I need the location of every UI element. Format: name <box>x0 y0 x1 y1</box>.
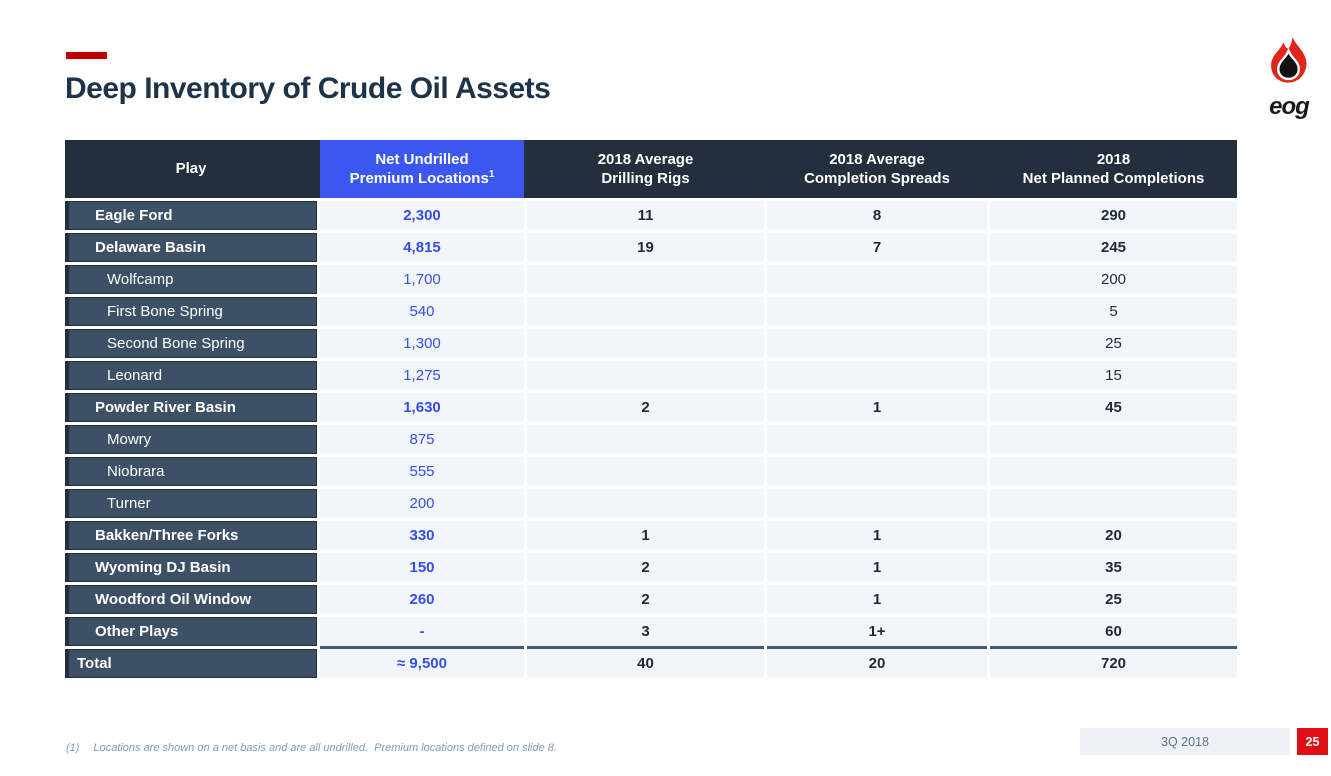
cell-net-planned-completions: 20 <box>990 521 1237 550</box>
cell-drilling-rigs: 2 <box>527 585 764 614</box>
cell-premium-locations: 150 <box>320 553 524 582</box>
cell-premium-locations: 540 <box>320 297 524 326</box>
row-label: Wyoming DJ Basin <box>65 553 317 582</box>
cell-net-planned-completions <box>990 425 1237 454</box>
cell-net-planned-completions: 720 <box>990 649 1237 678</box>
cell-completion-spreads: 1 <box>767 585 987 614</box>
cell-completion-spreads: 1 <box>767 521 987 550</box>
row-label: First Bone Spring <box>65 297 317 326</box>
cell-completion-spreads <box>767 265 987 294</box>
row-label: Turner <box>65 489 317 518</box>
cell-premium-locations: 555 <box>320 457 524 486</box>
cell-drilling-rigs: 11 <box>527 201 764 230</box>
cell-premium-locations: 875 <box>320 425 524 454</box>
column-header-drilling-rigs: 2018 Average Drilling Rigs <box>597 150 694 188</box>
cell-drilling-rigs <box>527 329 764 358</box>
cell-drilling-rigs: 19 <box>527 233 764 262</box>
footnote-superscript: 1 <box>488 169 495 180</box>
cell-drilling-rigs <box>527 425 764 454</box>
cell-premium-locations: ≈ 9,500 <box>320 649 524 678</box>
cell-completion-spreads: 8 <box>767 201 987 230</box>
column-header-play: Play <box>175 160 207 178</box>
table-header-row: Play Net Undrilled Premium Locations1 20… <box>65 140 1237 198</box>
table-body: Eagle Ford 2,300 11 8 290 Delaware Basin 4,815… <box>65 201 1237 678</box>
cell-drilling-rigs: 1 <box>527 521 764 550</box>
cell-drilling-rigs: 2 <box>527 553 764 582</box>
cell-premium-locations: 200 <box>320 489 524 518</box>
cell-net-planned-completions: 290 <box>990 201 1237 230</box>
row-label: Woodford Oil Window <box>65 585 317 614</box>
cell-premium-locations: 2,300 <box>320 201 524 230</box>
cell-drilling-rigs: 40 <box>527 649 764 678</box>
row-label: Other Plays <box>65 617 317 646</box>
page-title: Deep Inventory of Crude Oil Assets <box>65 72 551 105</box>
row-label: Leonard <box>65 361 317 390</box>
cell-completion-spreads <box>767 425 987 454</box>
cell-net-planned-completions: 5 <box>990 297 1237 326</box>
cell-completion-spreads <box>767 361 987 390</box>
page-number-badge: 25 <box>1297 728 1328 755</box>
cell-premium-locations: 330 <box>320 521 524 550</box>
cell-net-planned-completions <box>990 489 1237 518</box>
cell-completion-spreads <box>767 297 987 326</box>
row-label: Bakken/Three Forks <box>65 521 317 550</box>
cell-completion-spreads: 1 <box>767 393 987 422</box>
inventory-table: Play Net Undrilled Premium Locations1 20… <box>65 140 1237 678</box>
cell-completion-spreads: 7 <box>767 233 987 262</box>
row-label: Total <box>65 649 317 678</box>
cell-net-planned-completions: 200 <box>990 265 1237 294</box>
cell-net-planned-completions: 60 <box>990 617 1237 646</box>
row-label: Second Bone Spring <box>65 329 317 358</box>
cell-net-planned-completions: 15 <box>990 361 1237 390</box>
cell-completion-spreads: 20 <box>767 649 987 678</box>
cell-net-planned-completions: 245 <box>990 233 1237 262</box>
cell-net-planned-completions: 45 <box>990 393 1237 422</box>
cell-drilling-rigs <box>527 265 764 294</box>
row-label: Delaware Basin <box>65 233 317 262</box>
flame-icon <box>1271 36 1307 83</box>
cell-completion-spreads: 1+ <box>767 617 987 646</box>
cell-premium-locations: 1,275 <box>320 361 524 390</box>
cell-drilling-rigs <box>527 457 764 486</box>
row-label: Niobrara <box>65 457 317 486</box>
column-header-net-planned-completions: 2018 Net Planned Completions <box>1022 150 1205 188</box>
cell-premium-locations: 4,815 <box>320 233 524 262</box>
accent-dash <box>66 52 107 59</box>
cell-premium-locations: 1,630 <box>320 393 524 422</box>
row-label: Eagle Ford <box>65 201 317 230</box>
footnote: (1) Locations are shown on a net basis an… <box>66 742 557 754</box>
cell-net-planned-completions: 35 <box>990 553 1237 582</box>
cell-completion-spreads: 1 <box>767 553 987 582</box>
cell-drilling-rigs: 3 <box>527 617 764 646</box>
cell-drilling-rigs <box>527 361 764 390</box>
cell-drilling-rigs <box>527 489 764 518</box>
cell-premium-locations: 1,300 <box>320 329 524 358</box>
eog-logo-word: eog <box>1269 93 1310 120</box>
column-header-completion-spreads: 2018 Average Completion Spreads <box>804 150 950 188</box>
cell-drilling-rigs <box>527 297 764 326</box>
cell-premium-locations: 260 <box>320 585 524 614</box>
column-header-premium-locations: Net Undrilled Premium Locations1 <box>320 140 524 198</box>
cell-premium-locations: - <box>320 617 524 646</box>
cell-net-planned-completions <box>990 457 1237 486</box>
eog-logo: eog <box>1258 36 1320 120</box>
row-label: Powder River Basin <box>65 393 317 422</box>
quarter-badge: 3Q 2018 <box>1080 728 1290 755</box>
cell-premium-locations: 1,700 <box>320 265 524 294</box>
footnote-marker: (1) <box>66 742 80 754</box>
cell-completion-spreads <box>767 489 987 518</box>
cell-completion-spreads <box>767 457 987 486</box>
cell-net-planned-completions: 25 <box>990 585 1237 614</box>
cell-drilling-rigs: 2 <box>527 393 764 422</box>
row-label: Mowry <box>65 425 317 454</box>
cell-completion-spreads <box>767 329 987 358</box>
cell-net-planned-completions: 25 <box>990 329 1237 358</box>
row-label: Wolfcamp <box>65 265 317 294</box>
footnote-text: Locations are shown on a net basis and a… <box>93 742 557 754</box>
